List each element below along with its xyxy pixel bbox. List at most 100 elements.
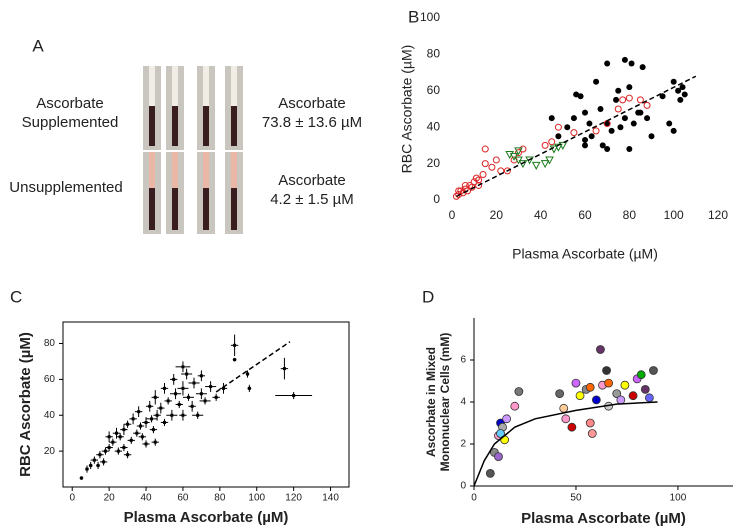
point [555, 133, 562, 140]
y-axis-label: Ascorbate in Mixed [424, 347, 438, 457]
point [510, 401, 520, 411]
point [659, 93, 666, 100]
point [174, 392, 178, 396]
panel-a-tubes [143, 66, 243, 234]
point [554, 123, 562, 131]
point [643, 101, 651, 109]
point [545, 156, 554, 165]
x-tick-label: 120 [285, 493, 302, 504]
point [107, 435, 111, 439]
point [649, 366, 658, 375]
point [79, 476, 83, 480]
point [466, 181, 474, 189]
point [515, 149, 522, 157]
point [135, 431, 139, 435]
point [637, 109, 644, 116]
point [587, 429, 597, 438]
x-tick-label: 50 [570, 493, 582, 504]
point [131, 417, 135, 421]
x-tick-label: 100 [670, 493, 687, 504]
y-tick-label: 100 [420, 10, 440, 24]
point [181, 386, 185, 390]
point [577, 93, 584, 100]
point [457, 187, 465, 195]
point [602, 366, 611, 375]
point [162, 420, 166, 424]
point [190, 404, 194, 408]
panel-label: D [422, 287, 434, 306]
point [621, 115, 628, 122]
point [596, 345, 605, 354]
panel-label: C [10, 287, 22, 306]
row-result: Ascorbate [278, 172, 346, 189]
point [126, 422, 130, 426]
point [155, 413, 159, 417]
row-label: Ascorbate [36, 95, 104, 112]
point [582, 136, 588, 143]
point [144, 442, 148, 446]
x-tick-label: 100 [248, 493, 265, 504]
point [186, 395, 190, 399]
x-tick-label: 120 [708, 208, 728, 222]
trend-line [456, 75, 697, 198]
x-tick-label: 20 [490, 208, 504, 222]
point [214, 395, 218, 399]
point [599, 142, 606, 149]
point [626, 84, 633, 91]
point [619, 96, 627, 104]
point [461, 181, 469, 189]
point [514, 387, 524, 396]
point [162, 386, 166, 390]
point [586, 120, 593, 127]
point [555, 389, 565, 399]
y-tick-label: 60 [44, 374, 56, 385]
point [479, 171, 487, 179]
x-tick-label: 140 [322, 493, 339, 504]
point [126, 453, 130, 457]
point [604, 378, 613, 388]
point [591, 395, 601, 405]
row-label: Supplemented [22, 114, 119, 131]
point [475, 181, 483, 189]
point [549, 145, 559, 154]
point [505, 151, 514, 160]
point [616, 395, 626, 405]
point [185, 372, 189, 376]
panel-label: B [408, 7, 419, 26]
point [233, 358, 237, 362]
x-tick-label: 0 [471, 493, 477, 504]
fit-curve [473, 401, 658, 487]
point [630, 120, 637, 127]
point [567, 422, 577, 432]
point [102, 460, 106, 464]
y-tick-label: 6 [460, 355, 466, 366]
point [492, 156, 500, 164]
point [137, 410, 141, 414]
point [625, 94, 633, 102]
point [488, 163, 496, 171]
row-result: 4.2 ± 1.5 µM [270, 191, 354, 208]
point [612, 389, 622, 399]
point [118, 435, 122, 439]
point [192, 381, 196, 385]
point [103, 449, 107, 453]
x-tick-label: 40 [140, 493, 152, 504]
point [518, 160, 528, 169]
point [246, 372, 250, 376]
point [233, 343, 237, 347]
point [138, 424, 142, 428]
point [571, 378, 581, 388]
point [614, 105, 622, 113]
point [159, 406, 163, 410]
point [98, 453, 102, 457]
point [636, 370, 646, 380]
point [177, 403, 181, 406]
point [604, 120, 611, 127]
point [636, 96, 644, 104]
point [621, 56, 628, 63]
point [96, 463, 100, 467]
y-axis-label: RBC Ascorbate (µM) [399, 45, 415, 174]
point [107, 446, 111, 450]
point [597, 106, 604, 112]
point [519, 145, 527, 153]
